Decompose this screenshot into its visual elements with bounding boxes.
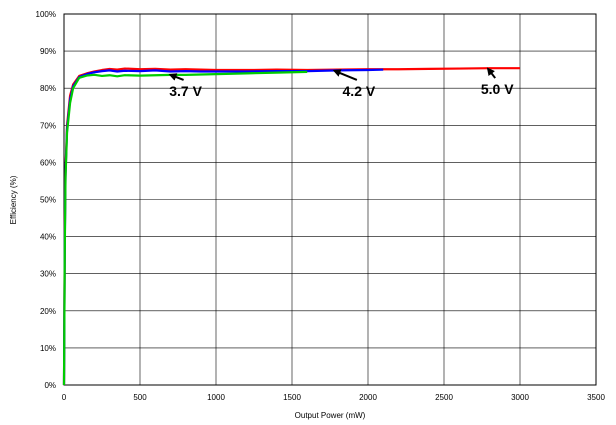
- x-tick-label: 0: [62, 393, 67, 402]
- x-tick-label: 2000: [359, 393, 377, 402]
- x-tick-label: 3500: [587, 393, 605, 402]
- y-tick-label: 20%: [40, 307, 56, 316]
- annotations: 3.7 V 4.2 V 5.0 V: [168, 67, 514, 99]
- y-tick-label: 90%: [40, 47, 56, 56]
- y-tick-label: 60%: [40, 158, 56, 167]
- y-axis-title: Efficiency (%): [9, 175, 18, 224]
- annotation-arrow: [168, 73, 184, 81]
- series-line-3: [62, 70, 308, 386]
- y-tick-label: 100%: [36, 10, 56, 19]
- annotation-label: 4.2 V: [343, 83, 376, 99]
- x-tick-labels: 0 500 1000 1500 2000 2500 3000 3500: [62, 393, 606, 402]
- y-tick-labels: 0% 10% 20% 30% 40% 50% 60% 70% 80% 90% 100%: [36, 10, 56, 390]
- y-tick-label: 80%: [40, 84, 56, 93]
- x-tick-label: 500: [133, 393, 147, 402]
- annotation-label: 5.0 V: [481, 81, 514, 97]
- y-tick-label: 40%: [40, 233, 56, 242]
- series-group: [62, 67, 520, 386]
- x-tick-label: 3000: [511, 393, 529, 402]
- x-tick-label: 1000: [207, 393, 225, 402]
- x-axis-title: Output Power (mW): [295, 411, 366, 420]
- y-tick-label: 30%: [40, 270, 56, 279]
- y-tick-label: 70%: [40, 121, 56, 130]
- annotation-arrow: [486, 67, 496, 79]
- y-tick-label: 50%: [40, 196, 56, 205]
- y-tick-label: 0%: [44, 381, 56, 390]
- plot-border: [63, 13, 597, 386]
- annotation-arrow: [332, 69, 358, 81]
- y-tick-label: 10%: [40, 344, 56, 353]
- x-tick-label: 2500: [435, 393, 453, 402]
- x-tick-label: 1500: [283, 393, 301, 402]
- annotation-label: 3.7 V: [169, 83, 202, 99]
